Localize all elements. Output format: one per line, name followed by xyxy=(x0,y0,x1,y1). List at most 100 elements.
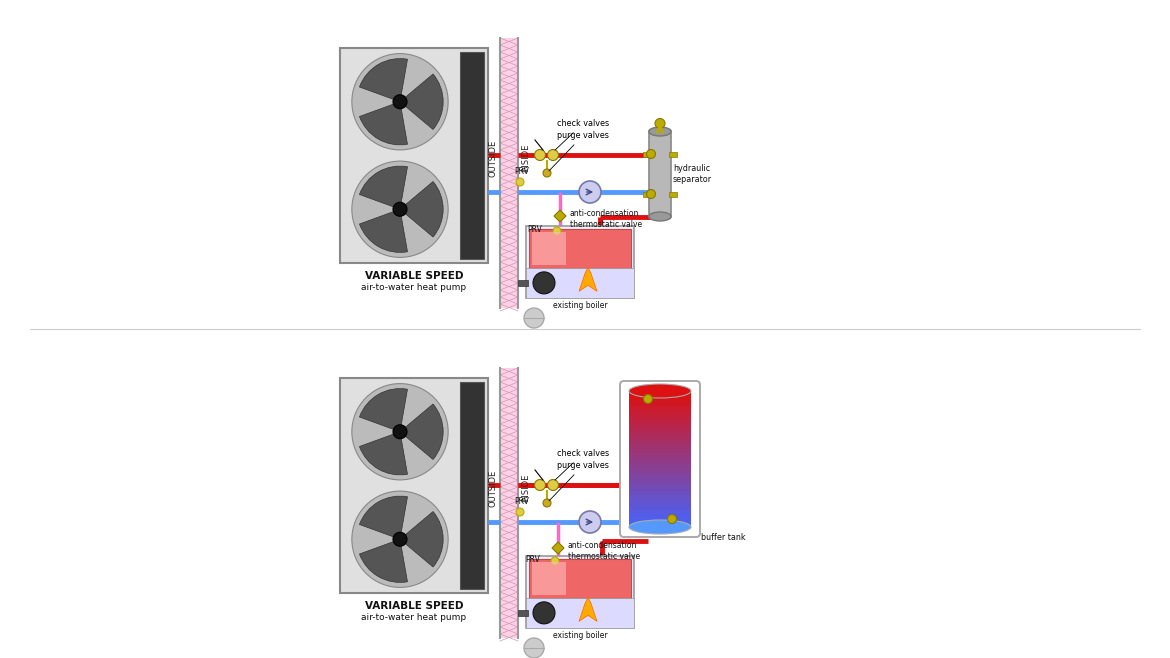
Bar xyxy=(629,495,691,500)
Bar xyxy=(460,52,484,259)
Bar xyxy=(629,518,691,523)
Text: purge valves: purge valves xyxy=(549,461,608,501)
Circle shape xyxy=(535,149,545,161)
Circle shape xyxy=(647,190,655,199)
Bar xyxy=(629,459,691,464)
Text: INSIDE: INSIDE xyxy=(522,144,530,172)
Polygon shape xyxy=(552,542,564,554)
Wedge shape xyxy=(359,540,407,582)
Circle shape xyxy=(644,395,653,403)
Bar xyxy=(629,409,691,414)
Circle shape xyxy=(516,508,524,516)
Bar xyxy=(629,463,691,468)
Text: INSIDE: INSIDE xyxy=(522,474,530,502)
Bar xyxy=(629,468,691,473)
Bar xyxy=(629,400,691,405)
Text: existing boiler: existing boiler xyxy=(552,632,607,640)
Circle shape xyxy=(352,491,448,588)
Bar xyxy=(629,513,691,519)
Bar xyxy=(629,445,691,451)
Bar xyxy=(644,191,651,197)
Bar xyxy=(644,151,651,157)
Circle shape xyxy=(524,638,544,658)
FancyBboxPatch shape xyxy=(529,559,631,597)
Wedge shape xyxy=(359,59,407,102)
Text: PRV: PRV xyxy=(528,224,542,234)
Circle shape xyxy=(668,515,676,524)
Text: VARIABLE SPEED: VARIABLE SPEED xyxy=(365,271,463,281)
FancyBboxPatch shape xyxy=(620,381,700,537)
Bar xyxy=(629,455,691,459)
Circle shape xyxy=(516,178,524,186)
Bar xyxy=(669,191,677,197)
Bar xyxy=(526,597,634,628)
Text: check valves: check valves xyxy=(555,119,610,150)
Bar xyxy=(532,562,565,595)
Bar xyxy=(518,610,528,616)
Bar xyxy=(629,477,691,482)
Bar xyxy=(629,486,691,492)
Bar xyxy=(532,232,565,265)
Bar xyxy=(629,422,691,428)
Ellipse shape xyxy=(649,212,672,221)
Circle shape xyxy=(534,272,555,294)
Bar xyxy=(526,268,634,298)
Circle shape xyxy=(393,95,407,109)
Polygon shape xyxy=(579,597,597,621)
FancyBboxPatch shape xyxy=(526,556,634,628)
Circle shape xyxy=(352,384,448,480)
Bar xyxy=(629,405,691,410)
Wedge shape xyxy=(359,496,407,540)
Polygon shape xyxy=(579,267,597,291)
Circle shape xyxy=(553,227,560,235)
Bar xyxy=(629,391,691,396)
Circle shape xyxy=(579,511,601,533)
Bar xyxy=(629,436,691,442)
Ellipse shape xyxy=(629,520,691,534)
Text: PRV: PRV xyxy=(514,168,529,176)
Bar xyxy=(629,500,691,505)
Text: purge valves: purge valves xyxy=(549,131,608,171)
Bar xyxy=(629,522,691,528)
Text: hydraulic
separator: hydraulic separator xyxy=(673,164,713,184)
Wedge shape xyxy=(359,102,407,145)
Circle shape xyxy=(352,161,448,257)
Wedge shape xyxy=(400,74,443,130)
Bar xyxy=(629,441,691,446)
Text: buffer tank: buffer tank xyxy=(701,532,745,542)
FancyBboxPatch shape xyxy=(649,130,672,218)
Text: existing boiler: existing boiler xyxy=(552,301,607,311)
Circle shape xyxy=(352,53,448,150)
Wedge shape xyxy=(359,209,407,253)
Ellipse shape xyxy=(649,127,672,136)
Bar xyxy=(500,38,518,308)
FancyBboxPatch shape xyxy=(529,229,631,268)
Bar xyxy=(629,504,691,509)
Circle shape xyxy=(548,480,558,490)
Text: check valves: check valves xyxy=(555,449,610,480)
Text: air-to-water heat pump: air-to-water heat pump xyxy=(362,282,467,291)
Wedge shape xyxy=(359,389,407,432)
Circle shape xyxy=(543,499,551,507)
Circle shape xyxy=(534,602,555,624)
FancyBboxPatch shape xyxy=(526,226,634,298)
Wedge shape xyxy=(400,404,443,459)
Wedge shape xyxy=(359,432,407,475)
Circle shape xyxy=(655,118,665,128)
Bar xyxy=(629,395,691,401)
Polygon shape xyxy=(555,210,566,222)
Bar xyxy=(460,382,484,589)
Bar xyxy=(518,280,528,286)
Bar xyxy=(629,472,691,478)
Circle shape xyxy=(551,557,559,565)
Wedge shape xyxy=(359,166,407,209)
Circle shape xyxy=(579,181,601,203)
Circle shape xyxy=(393,425,407,439)
Circle shape xyxy=(393,202,407,216)
Circle shape xyxy=(535,480,545,490)
Circle shape xyxy=(647,149,655,159)
Circle shape xyxy=(543,169,551,177)
Text: OUTSIDE: OUTSIDE xyxy=(489,469,497,507)
Bar xyxy=(669,151,677,157)
Bar xyxy=(500,368,518,638)
